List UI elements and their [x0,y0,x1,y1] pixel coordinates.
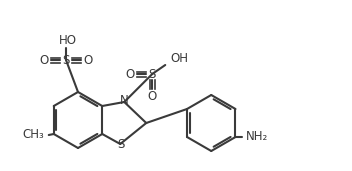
Text: NH₂: NH₂ [245,130,268,143]
Text: S: S [149,68,156,81]
Text: S: S [118,139,125,152]
Text: S: S [62,54,70,67]
Text: HO: HO [59,34,77,47]
Text: O: O [39,54,49,67]
Text: O: O [147,89,157,102]
Text: CH₃: CH₃ [22,128,44,141]
Text: N: N [120,95,128,108]
Text: O: O [126,68,135,81]
Text: O: O [83,54,93,67]
Text: OH: OH [170,51,188,64]
